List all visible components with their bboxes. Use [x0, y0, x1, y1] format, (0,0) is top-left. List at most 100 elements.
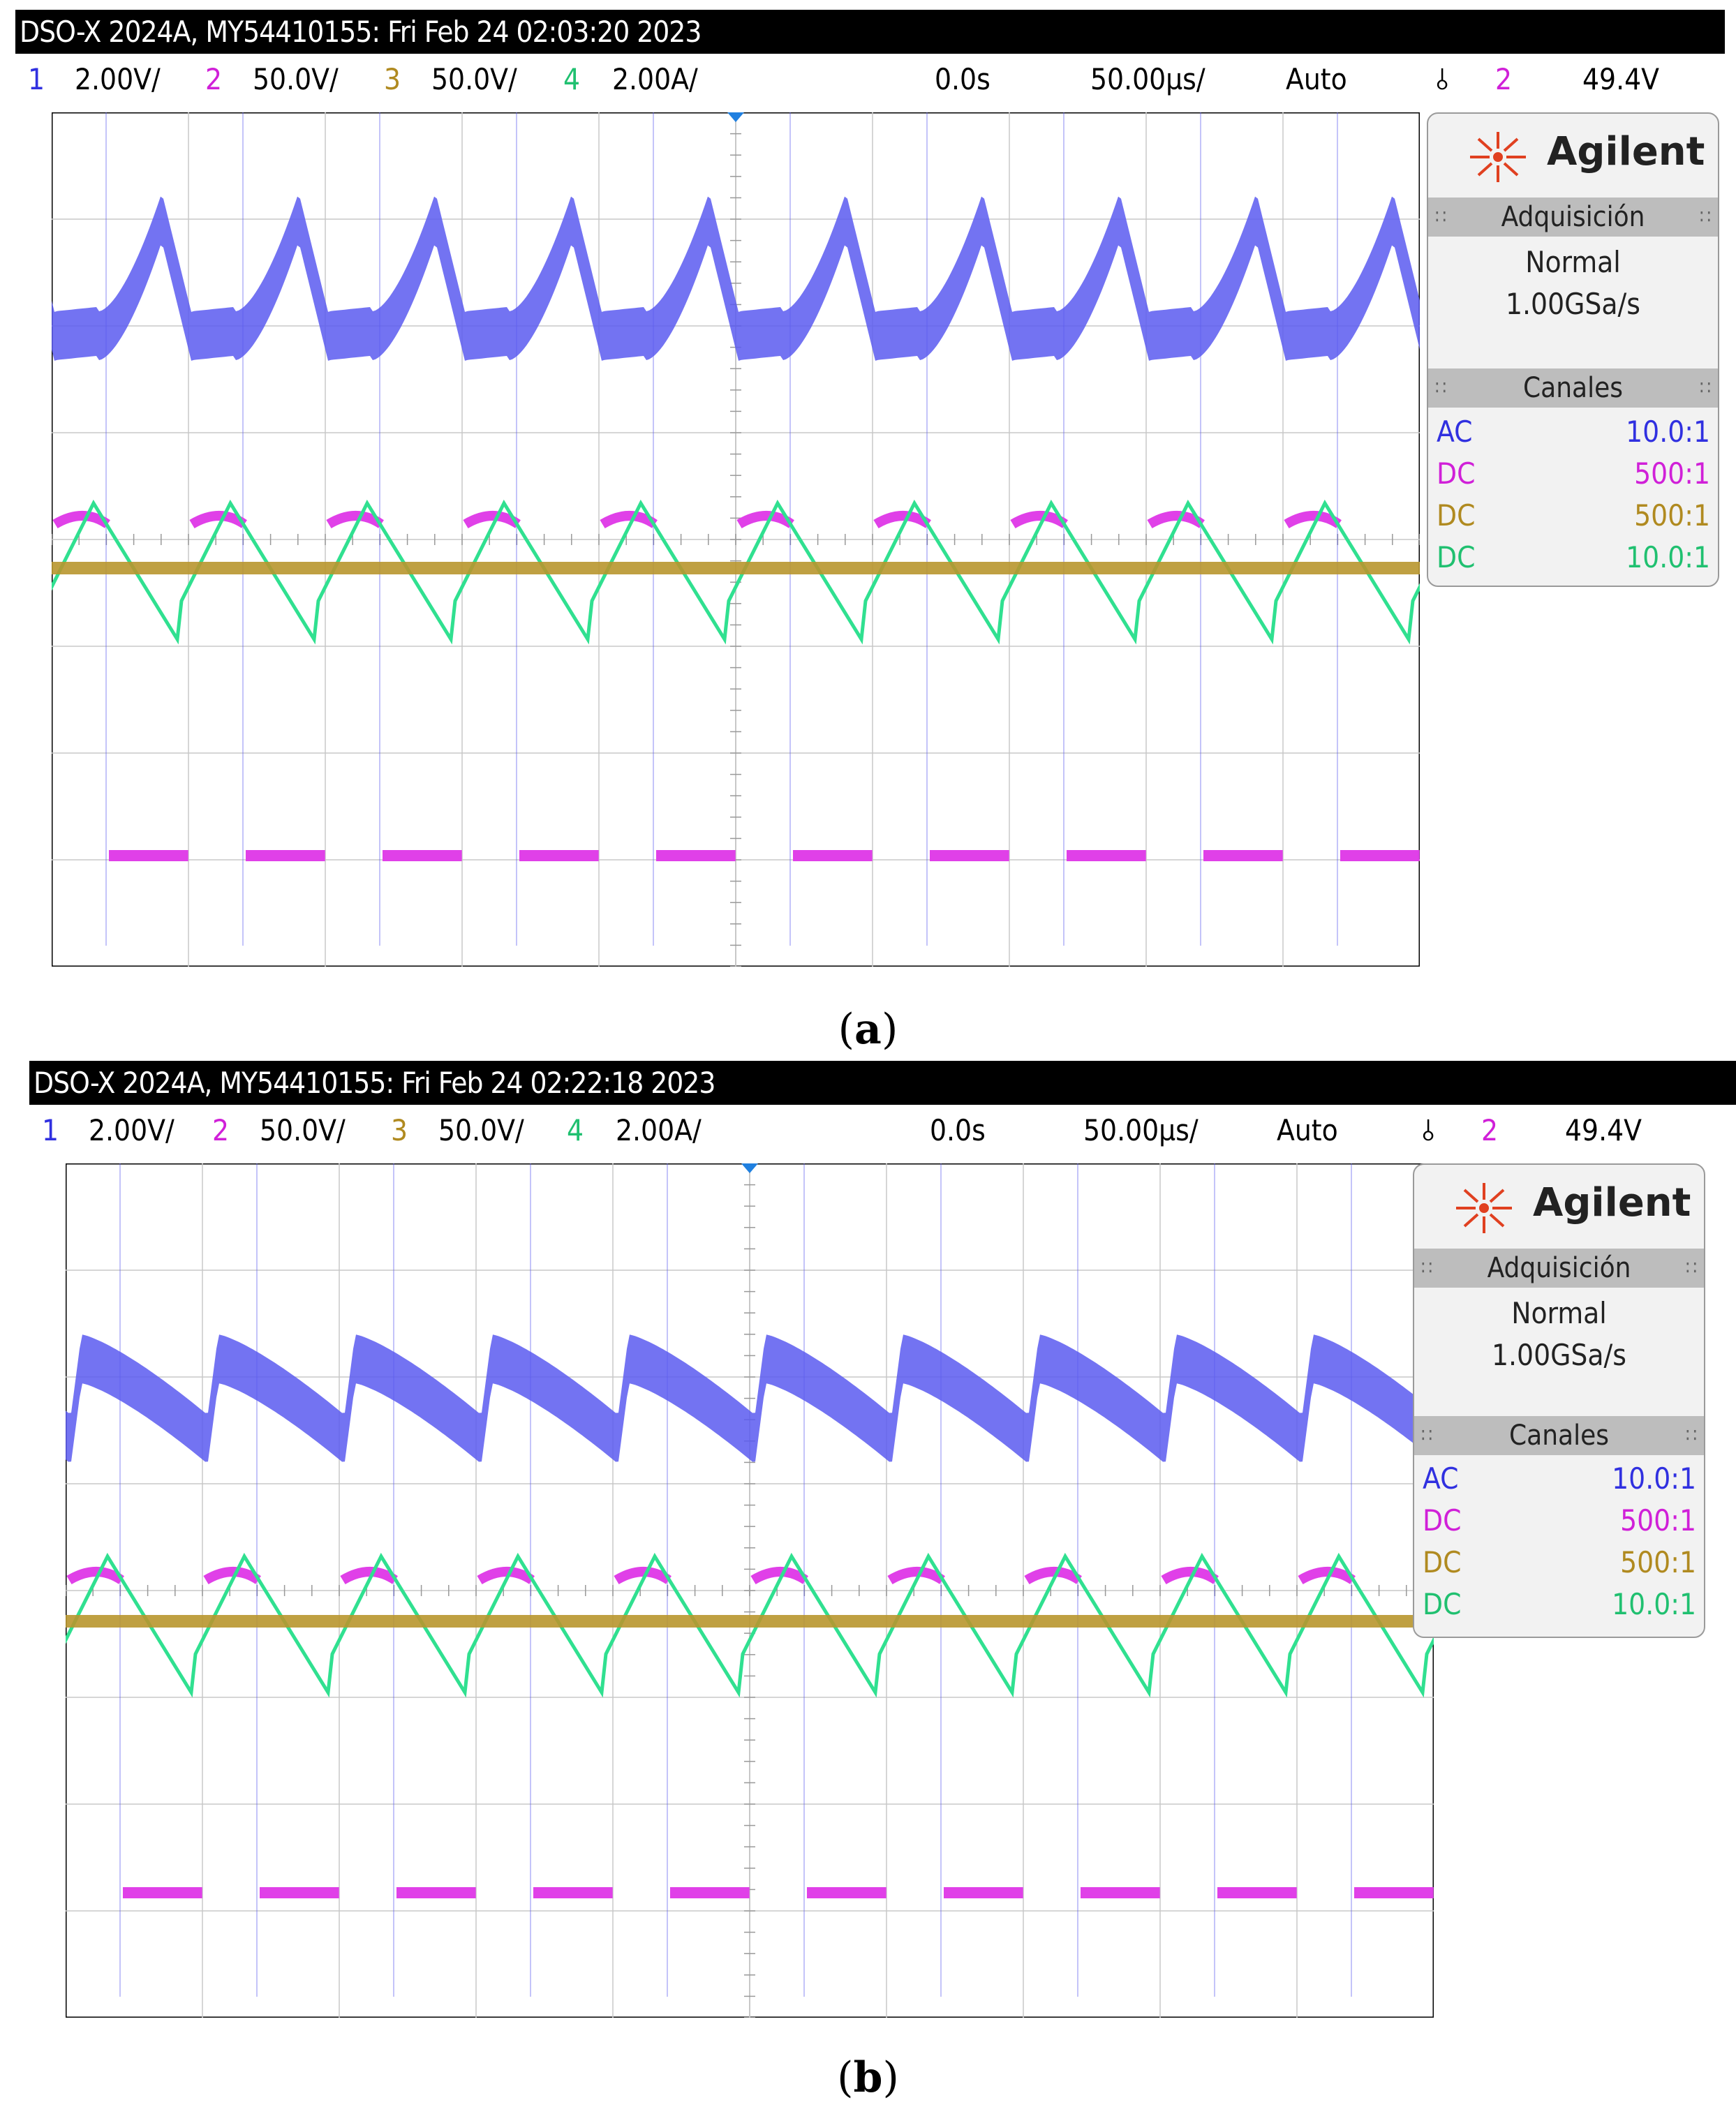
ch3-scale[interactable]: 50.0V/	[431, 62, 517, 96]
ch2-high-level	[1298, 1567, 1356, 1585]
ch3-scale[interactable]: 50.0V/	[438, 1113, 524, 1147]
grip-icon: ∷	[1685, 1424, 1697, 1447]
waveform-canvas	[66, 1163, 1434, 2018]
brand-name: Agilent	[1547, 129, 1705, 174]
scope-screenshot-a: DSO-X 2024A, MY54410155: Fri Feb 24 02:0…	[15, 10, 1725, 967]
ch2-high-level	[66, 1567, 124, 1585]
channel-row-4[interactable]: DC 10.0:1	[1437, 540, 1710, 574]
acquire-mode[interactable]: Auto	[1277, 1113, 1338, 1147]
ch2-high-level	[750, 1567, 808, 1585]
brand-name: Agilent	[1533, 1180, 1691, 1226]
grip-icon: ∷	[1699, 376, 1711, 399]
ch4-number[interactable]: 4	[563, 62, 581, 96]
ch1-number[interactable]: 1	[42, 1113, 59, 1147]
ch2-low-level	[123, 1887, 202, 1898]
ch2-low-level	[656, 850, 736, 861]
ch2-low-level	[260, 1887, 339, 1898]
channels-header[interactable]: ∷ Canales ∷	[1414, 1416, 1704, 1455]
status-bar: 1 2.00V/ 2 50.0V/ 3 50.0V/ 4 2.00A/ 0.0s…	[29, 1105, 1735, 1156]
ch4-scale[interactable]: 2.00A/	[612, 62, 698, 96]
ch2-high-level	[1161, 1567, 1219, 1585]
ch2-low-level	[1081, 1887, 1160, 1898]
ch2-low-level	[1203, 850, 1283, 861]
caption-b: (b)	[837, 2053, 899, 2102]
trigger-position-marker	[727, 112, 744, 122]
ch2-low-level	[246, 850, 325, 861]
sample-rate: 1.00GSa/s	[1506, 287, 1640, 321]
ch1-number[interactable]: 1	[28, 62, 45, 96]
waveform-canvas	[52, 112, 1420, 967]
acquisition-mode: Normal	[1511, 1296, 1607, 1330]
ch2-low-level	[396, 1887, 476, 1898]
grip-icon: ∷	[1685, 1256, 1697, 1279]
grip-icon: ∷	[1699, 205, 1711, 228]
ch2-high-level	[340, 1567, 398, 1585]
ch1-scale[interactable]: 2.00V/	[75, 62, 161, 96]
ch2-high-level	[614, 1567, 672, 1585]
trigger-source[interactable]: 2	[1481, 1113, 1499, 1147]
channel-row-4[interactable]: DC 10.0:1	[1423, 1587, 1696, 1621]
channel-row-1[interactable]: AC 10.0:1	[1437, 415, 1710, 449]
brand-logo: Agilent	[1414, 1165, 1704, 1247]
ch1-waveform	[66, 1334, 1434, 1462]
waveform-display[interactable]	[66, 1163, 1434, 2018]
trigger-position-marker	[741, 1163, 758, 1173]
ch2-low-level	[807, 1887, 886, 1898]
grip-icon: ∷	[1421, 1424, 1433, 1447]
ch4-scale[interactable]: 2.00A/	[616, 1113, 702, 1147]
ch2-low-level	[930, 850, 1009, 861]
grip-icon: ∷	[1435, 205, 1447, 228]
trigger-level[interactable]: 49.4V	[1565, 1113, 1642, 1147]
ch2-low-level	[1217, 1887, 1297, 1898]
ch2-high-level	[203, 1567, 261, 1585]
acquisition-header[interactable]: ∷ Adquisición ∷	[1414, 1249, 1704, 1288]
channel-row-3[interactable]: DC 500:1	[1437, 498, 1710, 533]
ch1-scale[interactable]: 2.00V/	[89, 1113, 175, 1147]
ch2-low-level	[533, 1887, 613, 1898]
timebase-value[interactable]: 50.00µs/	[1090, 62, 1205, 96]
trigger-source[interactable]: 2	[1495, 62, 1513, 96]
brand-logo: Agilent	[1428, 114, 1718, 196]
trigger-edge-icon: ⫰	[1422, 1113, 1435, 1147]
ch2-low-level	[109, 850, 188, 861]
channels-header[interactable]: ∷ Canales ∷	[1428, 368, 1718, 408]
ch1-waveform	[52, 196, 1420, 361]
channel-row-1[interactable]: AC 10.0:1	[1423, 1461, 1696, 1496]
channel-row-3[interactable]: DC 500:1	[1423, 1545, 1696, 1579]
ch4-number[interactable]: 4	[567, 1113, 584, 1147]
grip-icon: ∷	[1435, 376, 1447, 399]
scope-screenshot-b: DSO-X 2024A, MY54410155: Fri Feb 24 02:2…	[29, 1061, 1736, 2018]
ch2-high-level	[477, 1567, 535, 1585]
agilent-spark-icon	[1470, 132, 1526, 182]
ch3-number[interactable]: 3	[384, 62, 401, 96]
ch2-low-level	[1067, 850, 1146, 861]
ch2-scale[interactable]: 50.0V/	[253, 62, 339, 96]
delay-value[interactable]: 0.0s	[930, 1113, 986, 1147]
ch2-high-level	[1024, 1567, 1082, 1585]
side-panel: Agilent ∷ Adquisición ∷ Normal 1.00GSa/s…	[1413, 1163, 1705, 1638]
ch3-number[interactable]: 3	[391, 1113, 408, 1147]
ch4-waveform	[52, 499, 1420, 645]
trigger-edge-icon: ⫰	[1436, 62, 1449, 96]
ch2-low-level	[793, 850, 873, 861]
ch2-number[interactable]: 2	[205, 62, 223, 96]
status-bar: 1 2.00V/ 2 50.0V/ 3 50.0V/ 4 2.00A/ 0.0s…	[15, 54, 1721, 105]
acquire-mode[interactable]: Auto	[1286, 62, 1347, 96]
ch2-number[interactable]: 2	[212, 1113, 230, 1147]
ch3-waveform	[66, 1615, 1434, 1628]
trigger-level[interactable]: 49.4V	[1582, 62, 1659, 96]
ch2-low-level	[670, 1887, 750, 1898]
delay-value[interactable]: 0.0s	[935, 62, 991, 96]
timebase-value[interactable]: 50.00µs/	[1083, 1113, 1199, 1147]
ch4-waveform	[66, 1552, 1434, 1698]
waveform-display[interactable]	[52, 112, 1420, 967]
channel-row-2[interactable]: DC 500:1	[1437, 456, 1710, 491]
ch2-high-level	[887, 1567, 945, 1585]
side-panel: Agilent ∷ Adquisición ∷ Normal 1.00GSa/s…	[1427, 112, 1719, 587]
acquisition-header[interactable]: ∷ Adquisición ∷	[1428, 198, 1718, 237]
ch2-low-level	[519, 850, 599, 861]
title-bar: DSO-X 2024A, MY54410155: Fri Feb 24 02:2…	[29, 1061, 1736, 1105]
channel-row-2[interactable]: DC 500:1	[1423, 1503, 1696, 1538]
ch2-low-level	[944, 1887, 1023, 1898]
ch2-scale[interactable]: 50.0V/	[260, 1113, 346, 1147]
